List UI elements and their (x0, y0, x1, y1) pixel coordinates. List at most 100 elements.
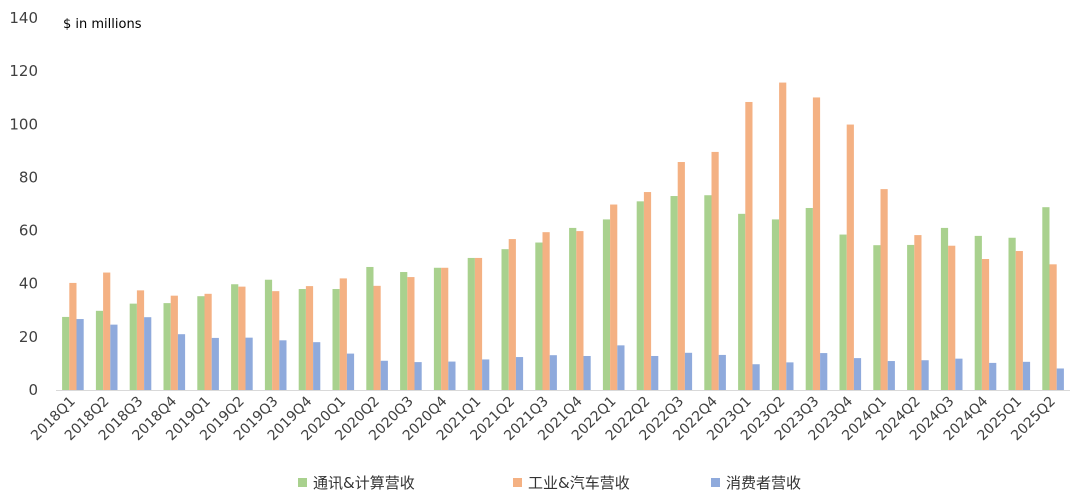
bar-series-3 (549, 355, 557, 390)
bar-series-1 (940, 227, 949, 390)
bar-series-3 (211, 337, 219, 390)
bar-series-1 (332, 289, 340, 390)
bar-series-2 (846, 124, 854, 391)
bar-series-3 (617, 345, 625, 390)
bars (62, 82, 1064, 391)
legend-swatch (711, 478, 720, 487)
y-tick-label: 100 (9, 115, 38, 133)
bar-series-1 (400, 272, 408, 390)
bar-series-1 (366, 266, 374, 390)
bar-series-2 (441, 267, 449, 390)
bar-series-3 (955, 358, 963, 390)
bar-series-1 (569, 227, 577, 390)
bar-series-2 (677, 162, 685, 390)
bar-series-3 (380, 360, 388, 390)
y-tick-label: 20 (19, 328, 38, 346)
bar-series-3 (989, 362, 997, 390)
bar-series-1 (602, 219, 611, 390)
bar-series-2 (305, 286, 314, 390)
legend-label: 消费者营收 (726, 474, 801, 492)
legend-item: 工业&汽车营收 (513, 474, 630, 492)
bar-series-2 (474, 257, 483, 390)
bar-series-1 (62, 316, 70, 390)
bar-series-3 (786, 362, 794, 390)
bar-series-3 (1056, 368, 1064, 390)
bar-series-1 (704, 195, 712, 390)
legend-label: 通讯&计算营收 (313, 474, 415, 492)
bar-series-3 (482, 359, 490, 390)
bar-series-3 (651, 355, 659, 390)
y-axis-ticks: 0 20 40 60 80 100 120 140 (9, 9, 38, 399)
bar-series-1 (771, 219, 780, 390)
bar-series-3 (279, 340, 287, 390)
x-axis-ticks: 2018Q12018Q22018Q32018Q42019Q12019Q22019… (28, 393, 1059, 444)
bar-series-2 (238, 286, 246, 390)
legend-item: 通讯&计算营收 (298, 474, 415, 492)
legend-label: 工业&汽车营收 (528, 474, 630, 492)
bar-series-2 (914, 235, 922, 390)
bar-series-3 (583, 355, 591, 390)
y-tick-label: 140 (9, 9, 38, 27)
bar-series-1 (129, 303, 137, 390)
bar-series-2 (711, 151, 719, 390)
bar-series-3 (414, 362, 422, 390)
bar-series-1 (839, 234, 847, 390)
bar-series-2 (880, 189, 888, 390)
bar-series-1 (95, 310, 104, 390)
bar-series-1 (738, 213, 746, 390)
bar-series-3 (177, 334, 186, 390)
bar-series-1 (805, 207, 813, 390)
bar-series-1 (670, 196, 678, 390)
y-tick-label: 60 (19, 222, 38, 240)
bar-series-2 (407, 277, 415, 390)
bar-series-1 (197, 296, 205, 390)
bar-series-3 (110, 324, 118, 390)
unit-label: $ in millions (63, 17, 142, 32)
y-tick-label: 80 (19, 168, 38, 186)
bar-series-2 (170, 295, 178, 390)
bar-series-2 (643, 192, 652, 390)
bar-series-1 (163, 303, 171, 390)
bar-series-3 (752, 364, 760, 390)
bar-series-1 (264, 279, 273, 390)
bar-series-3 (820, 353, 828, 390)
bar-series-3 (684, 352, 693, 390)
bar-series-1 (873, 245, 881, 390)
legend-swatch (513, 478, 522, 487)
bar-series-2 (339, 278, 347, 390)
bar-series-1 (501, 249, 509, 390)
y-tick-label: 120 (9, 62, 38, 80)
bar-series-2 (272, 291, 280, 390)
bar-series-1 (535, 242, 543, 390)
bar-series-1 (298, 289, 306, 390)
bar-series-3 (448, 361, 456, 390)
bar-series-3 (313, 342, 321, 390)
bar-series-1 (231, 284, 239, 390)
bar-series-2 (204, 293, 212, 390)
y-tick-label: 0 (28, 381, 38, 399)
bar-series-2 (981, 259, 990, 390)
bar-series-1 (907, 244, 915, 390)
bar-series-1 (974, 235, 982, 390)
bar-series-2 (1015, 251, 1023, 390)
bar-series-1 (1008, 237, 1016, 390)
bar-series-2 (69, 282, 77, 390)
legend: 通讯&计算营收 工业&汽车营收 消费者营收 (298, 474, 801, 492)
bar-series-3 (346, 353, 355, 390)
bar-series-3 (144, 317, 152, 390)
bar-series-2 (576, 231, 584, 390)
bar-series-1 (636, 201, 644, 390)
bar-series-2 (1049, 264, 1057, 390)
bar-series-2 (542, 232, 550, 390)
bar-series-2 (745, 101, 753, 390)
bar-series-3 (921, 360, 929, 390)
bar-series-3 (76, 319, 84, 390)
bar-series-2 (103, 272, 111, 390)
bar-series-3 (853, 358, 862, 390)
legend-swatch (298, 478, 307, 487)
bar-series-1 (467, 257, 475, 390)
bar-series-2 (136, 290, 145, 390)
bar-series-3 (515, 357, 524, 390)
bar-series-2 (610, 204, 618, 390)
